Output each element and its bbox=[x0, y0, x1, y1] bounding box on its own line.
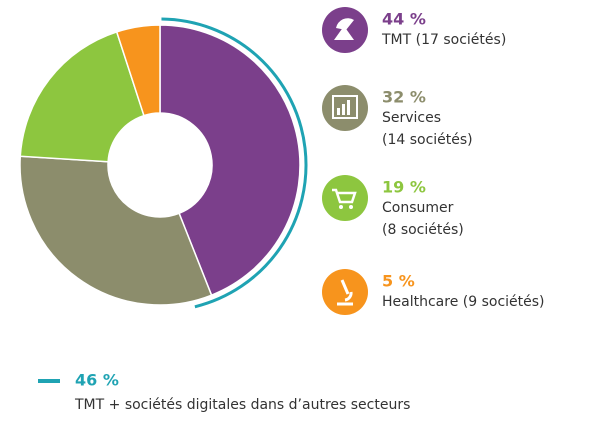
legend-value: 32 % bbox=[382, 88, 426, 107]
donut-slice bbox=[115, 24, 161, 117]
legend-label: Services bbox=[382, 110, 441, 126]
legend-label: (8 sociétés) bbox=[382, 222, 464, 238]
icon-healthcare bbox=[322, 269, 368, 315]
highlight-arc bbox=[161, 17, 308, 309]
donut-slice bbox=[19, 30, 145, 163]
legend-label: Consumer bbox=[382, 200, 454, 216]
donut-slice bbox=[19, 155, 213, 306]
icon-tmt bbox=[322, 7, 368, 53]
icon-services bbox=[322, 85, 368, 131]
legend-value: 19 % bbox=[382, 178, 426, 197]
highlight-label: TMT + sociétés digitales dans d’autres s… bbox=[74, 397, 410, 413]
legend-label: (14 sociétés) bbox=[382, 132, 473, 148]
donut-slice bbox=[159, 24, 301, 297]
legend-value: 44 % bbox=[382, 10, 426, 29]
icon-consumer bbox=[322, 175, 368, 221]
legend-value: 5 % bbox=[382, 272, 415, 291]
legend-label: TMT (17 sociétés) bbox=[381, 32, 506, 48]
highlight-value: 46 % bbox=[75, 371, 119, 390]
legend-icons bbox=[322, 7, 368, 315]
legend-label: Healthcare (9 sociétés) bbox=[382, 294, 545, 310]
highlight-swatch bbox=[38, 379, 60, 383]
